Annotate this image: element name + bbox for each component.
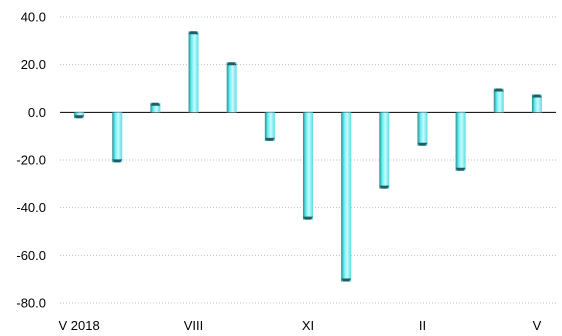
x-axis-tick-labels: V 2018 VIII XI II V: [58, 318, 541, 333]
bar-body: [341, 112, 352, 282]
bar-5: [264, 112, 275, 141]
y-tick-label: -20.0: [16, 153, 46, 168]
bar-cap: [417, 142, 428, 146]
bar-cap: [112, 159, 123, 163]
bar-body: [417, 112, 428, 146]
bar-cap: [455, 167, 466, 171]
bar-body: [188, 31, 199, 113]
y-tick-label: 20.0: [21, 57, 46, 72]
bar-9: [417, 112, 428, 146]
x-tick-label: XI: [302, 318, 314, 333]
bar-body: [303, 112, 313, 220]
bar-body: [226, 62, 237, 113]
bar-2: [150, 102, 161, 113]
bar-cap: [493, 88, 504, 92]
y-axis-tick-labels: 40.0 20.0 0.0 -20.0 -40.0 -60.0 -80.0: [16, 10, 46, 311]
bar-cap: [303, 216, 313, 220]
bar-11: [493, 88, 504, 113]
bar-body: [264, 112, 275, 141]
x-tick-label: V: [533, 318, 542, 333]
bar-8: [379, 112, 390, 189]
bar-cap: [74, 115, 85, 119]
bar-7: [341, 112, 352, 282]
bar-0: [74, 112, 85, 119]
bar-cap: [226, 62, 237, 66]
bar-1: [112, 112, 123, 163]
y-tick-label: -80.0: [16, 296, 46, 311]
y-tick-label: 40.0: [21, 10, 46, 25]
bar-cap: [531, 94, 542, 98]
bar-6: [303, 112, 313, 220]
bar-body: [379, 112, 390, 189]
bar-4: [226, 62, 237, 113]
y-tick-label: -60.0: [16, 248, 46, 263]
bar-body: [455, 112, 466, 171]
bar-3: [188, 31, 199, 113]
bar-cap: [341, 278, 352, 282]
bar-cap: [379, 185, 390, 189]
bar-cap: [188, 31, 199, 35]
bars: [74, 31, 542, 282]
bar-body: [531, 94, 542, 113]
bar-cap: [264, 137, 275, 141]
bar-10: [455, 112, 466, 171]
bar-12: [531, 94, 542, 113]
bar-body: [150, 102, 161, 113]
x-tick-label: V 2018: [58, 318, 99, 333]
bar-body: [493, 88, 504, 113]
y-tick-label: 0.0: [28, 105, 46, 120]
bar-body: [112, 112, 123, 163]
x-tick-label: VIII: [184, 318, 204, 333]
y-tick-label: -40.0: [16, 200, 46, 215]
bar-cap: [150, 102, 161, 106]
x-tick-label: II: [419, 318, 426, 333]
